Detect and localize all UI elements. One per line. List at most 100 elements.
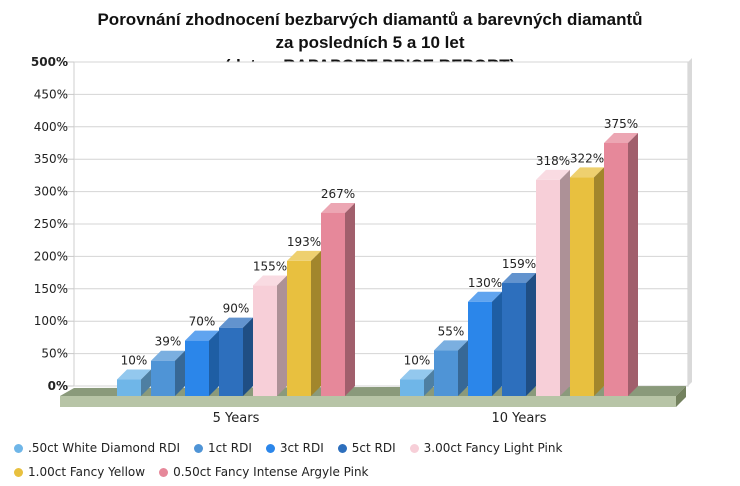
bar xyxy=(185,330,219,396)
bar-top xyxy=(434,340,468,351)
bar-front xyxy=(185,340,209,396)
bar-side xyxy=(526,272,536,396)
bar-front xyxy=(151,360,175,396)
bar-front xyxy=(468,301,492,396)
bar-top xyxy=(151,350,185,361)
data-label: 159% xyxy=(502,257,536,271)
y-tick-label: 50% xyxy=(41,347,68,361)
legend-marker xyxy=(159,468,169,477)
legend-marker xyxy=(14,468,23,477)
bar-side xyxy=(458,340,468,396)
bar xyxy=(400,369,434,396)
bar-top xyxy=(570,167,604,178)
bar xyxy=(321,202,355,396)
y-tick-label: 350% xyxy=(34,152,68,166)
legend-marker xyxy=(337,444,347,453)
bar xyxy=(536,169,570,396)
data-label: 70% xyxy=(189,315,216,329)
legend-label: 3ct RDI xyxy=(279,441,324,455)
bar xyxy=(604,133,638,396)
bar-top xyxy=(185,330,219,341)
data-label: 130% xyxy=(468,276,502,290)
data-label: 267% xyxy=(321,187,355,201)
bar xyxy=(502,272,536,396)
bar-front xyxy=(400,379,424,396)
legend-marker xyxy=(194,444,204,453)
y-tick-label: 200% xyxy=(34,249,68,263)
x-category-label: 10 Years xyxy=(492,411,547,426)
data-label: 10% xyxy=(404,354,431,368)
bar-side xyxy=(311,250,321,396)
bar-front xyxy=(570,177,594,396)
bar-top xyxy=(468,291,502,302)
legend-label: 1.00ct Fancy Yellow xyxy=(28,465,146,479)
bar-front xyxy=(502,282,526,396)
y-tick-label: 150% xyxy=(34,282,68,296)
bar-side xyxy=(492,291,502,396)
bar xyxy=(287,250,321,396)
bar xyxy=(219,317,253,396)
legend-item: 3.00ct Fancy Light Pink xyxy=(409,436,563,460)
bar-side xyxy=(628,133,638,396)
bar-top xyxy=(253,275,287,286)
x-category-label: 5 Years xyxy=(213,411,260,426)
bar-side xyxy=(594,167,604,396)
bar-front xyxy=(219,327,243,396)
bar-side xyxy=(209,330,219,396)
bar-top xyxy=(536,169,570,180)
bar xyxy=(253,275,287,396)
data-label: 90% xyxy=(223,302,250,316)
legend-item: 1.00ct Fancy Yellow xyxy=(14,460,145,484)
data-label: 55% xyxy=(438,324,465,338)
bar-front xyxy=(117,379,141,396)
data-label: 322% xyxy=(570,151,604,165)
y-tick-label: 300% xyxy=(34,185,68,199)
legend-marker xyxy=(14,444,23,453)
bar-side xyxy=(560,169,570,396)
chart-title-line-2: za posledních 5 a 10 let xyxy=(275,33,465,52)
bar-top xyxy=(604,133,638,143)
bar-top xyxy=(287,250,321,261)
legend-marker xyxy=(265,444,275,453)
bar xyxy=(434,340,468,396)
bar-side xyxy=(277,275,287,396)
bar-side xyxy=(141,369,151,396)
legend-marker xyxy=(409,444,419,453)
chart-legend: .50ct White Diamond RDI 1ct RDI 3ct RDI 5ct… xyxy=(14,436,714,484)
bar-side xyxy=(175,350,185,396)
bar xyxy=(117,369,151,396)
bar xyxy=(468,291,502,396)
floor-front xyxy=(60,396,676,407)
bar-front xyxy=(604,143,628,396)
bar-front xyxy=(536,179,560,396)
legend-label: 5ct RDI xyxy=(351,441,396,455)
bar xyxy=(151,350,185,396)
bar xyxy=(570,167,604,396)
legend-label: 1ct RDI xyxy=(208,441,252,455)
bar-top xyxy=(219,317,253,328)
data-label: 193% xyxy=(287,235,321,249)
bar-top xyxy=(117,369,151,380)
y-tick-label: 400% xyxy=(34,120,68,134)
chart-title-line-1: Porovnání zhodnocení bezbarvých diamantů… xyxy=(97,10,643,29)
bar-front xyxy=(253,285,277,396)
y-tick-label: 450% xyxy=(34,87,68,101)
legend-item: 1ct RDI xyxy=(194,436,252,460)
bar-front xyxy=(321,212,345,396)
legend-item: .50ct White Diamond RDI xyxy=(14,436,180,460)
legend-item: 0.50ct Fancy Intense Argyle Pink xyxy=(159,460,369,484)
data-label: 318% xyxy=(536,154,570,168)
bar-top xyxy=(502,272,536,283)
y-tick-label: 250% xyxy=(34,217,68,231)
bar-top xyxy=(400,369,434,380)
legend-item: 5ct RDI xyxy=(337,436,396,460)
legend-label: 3.00ct Fancy Light Pink xyxy=(423,441,563,455)
bar-side xyxy=(243,317,253,396)
data-label: 10% xyxy=(121,354,148,368)
y-tick-label: 0% xyxy=(48,379,68,393)
back-wall-side xyxy=(688,58,692,386)
legend-label: 0.50ct Fancy Intense Argyle Pink xyxy=(173,465,369,479)
legend-label: .50ct White Diamond RDI xyxy=(28,441,181,455)
data-label: 155% xyxy=(253,260,287,274)
